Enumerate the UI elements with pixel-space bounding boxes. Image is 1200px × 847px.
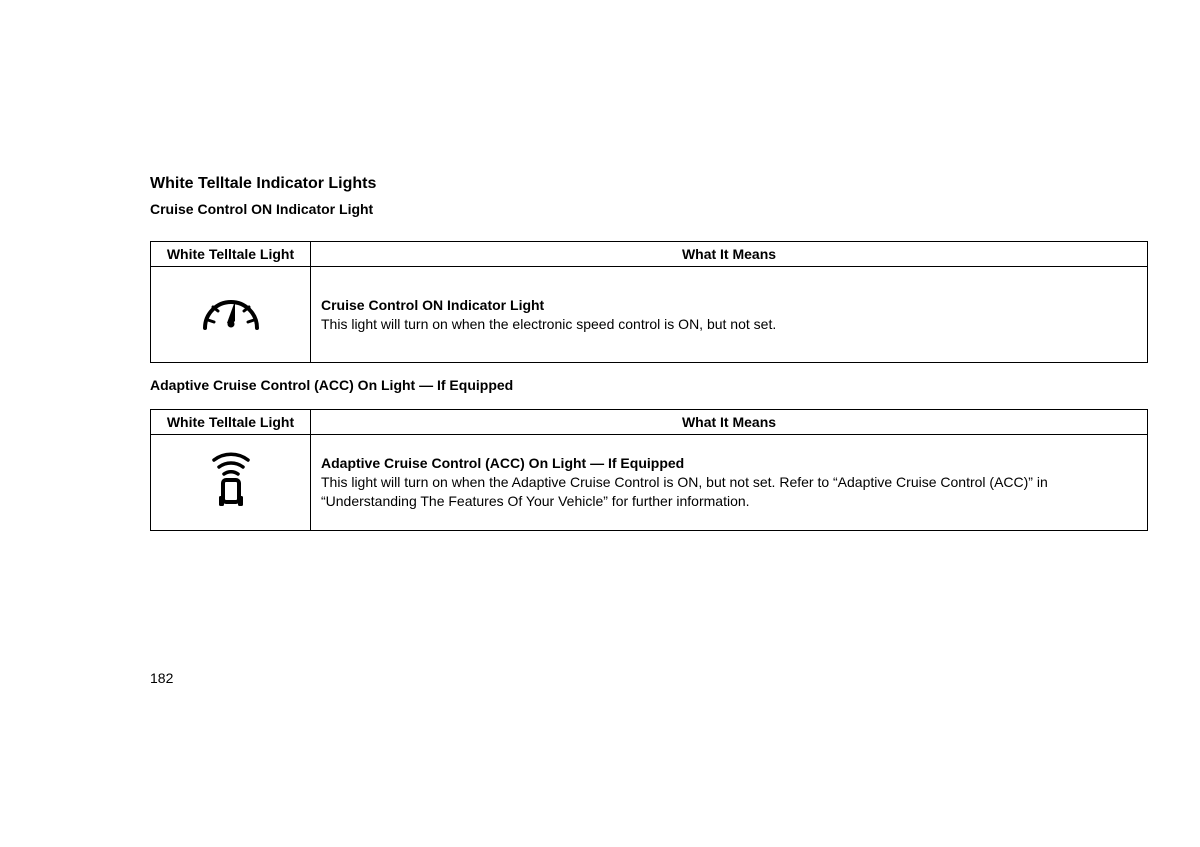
icon-cell	[151, 267, 311, 363]
speedometer-icon	[199, 288, 263, 336]
acc-car-radar-icon	[206, 450, 256, 510]
table-header-desc: What It Means	[311, 242, 1148, 267]
table-header-row: White Telltale Light What It Means	[151, 242, 1148, 267]
table-header-row: White Telltale Light What It Means	[151, 410, 1148, 435]
table-row: Cruise Control ON Indicator Light This l…	[151, 267, 1148, 363]
desc-cell: Cruise Control ON Indicator Light This l…	[311, 267, 1148, 363]
telltale-table-1: White Telltale Light What It Means	[150, 241, 1148, 363]
document-page: White Telltale Indicator Lights Cruise C…	[0, 0, 1200, 531]
page-number: 182	[150, 670, 173, 686]
subsection-title-1: Cruise Control ON Indicator Light	[150, 201, 1144, 217]
indicator-name: Cruise Control ON Indicator Light	[321, 296, 1137, 315]
table-header-icon: White Telltale Light	[151, 410, 311, 435]
table-row: Adaptive Cruise Control (ACC) On Light —…	[151, 435, 1148, 531]
table-header-desc: What It Means	[311, 410, 1148, 435]
icon-cell	[151, 435, 311, 531]
table-header-icon: White Telltale Light	[151, 242, 311, 267]
section-title: White Telltale Indicator Lights	[150, 175, 1144, 193]
indicator-desc: This light will turn on when the Adaptiv…	[321, 474, 1048, 509]
desc-cell: Adaptive Cruise Control (ACC) On Light —…	[311, 435, 1148, 531]
indicator-desc: This light will turn on when the electro…	[321, 316, 776, 332]
indicator-name: Adaptive Cruise Control (ACC) On Light —…	[321, 454, 1137, 473]
subsection-title-2: Adaptive Cruise Control (ACC) On Light —…	[150, 377, 1144, 393]
telltale-table-2: White Telltale Light What It Means	[150, 409, 1148, 531]
